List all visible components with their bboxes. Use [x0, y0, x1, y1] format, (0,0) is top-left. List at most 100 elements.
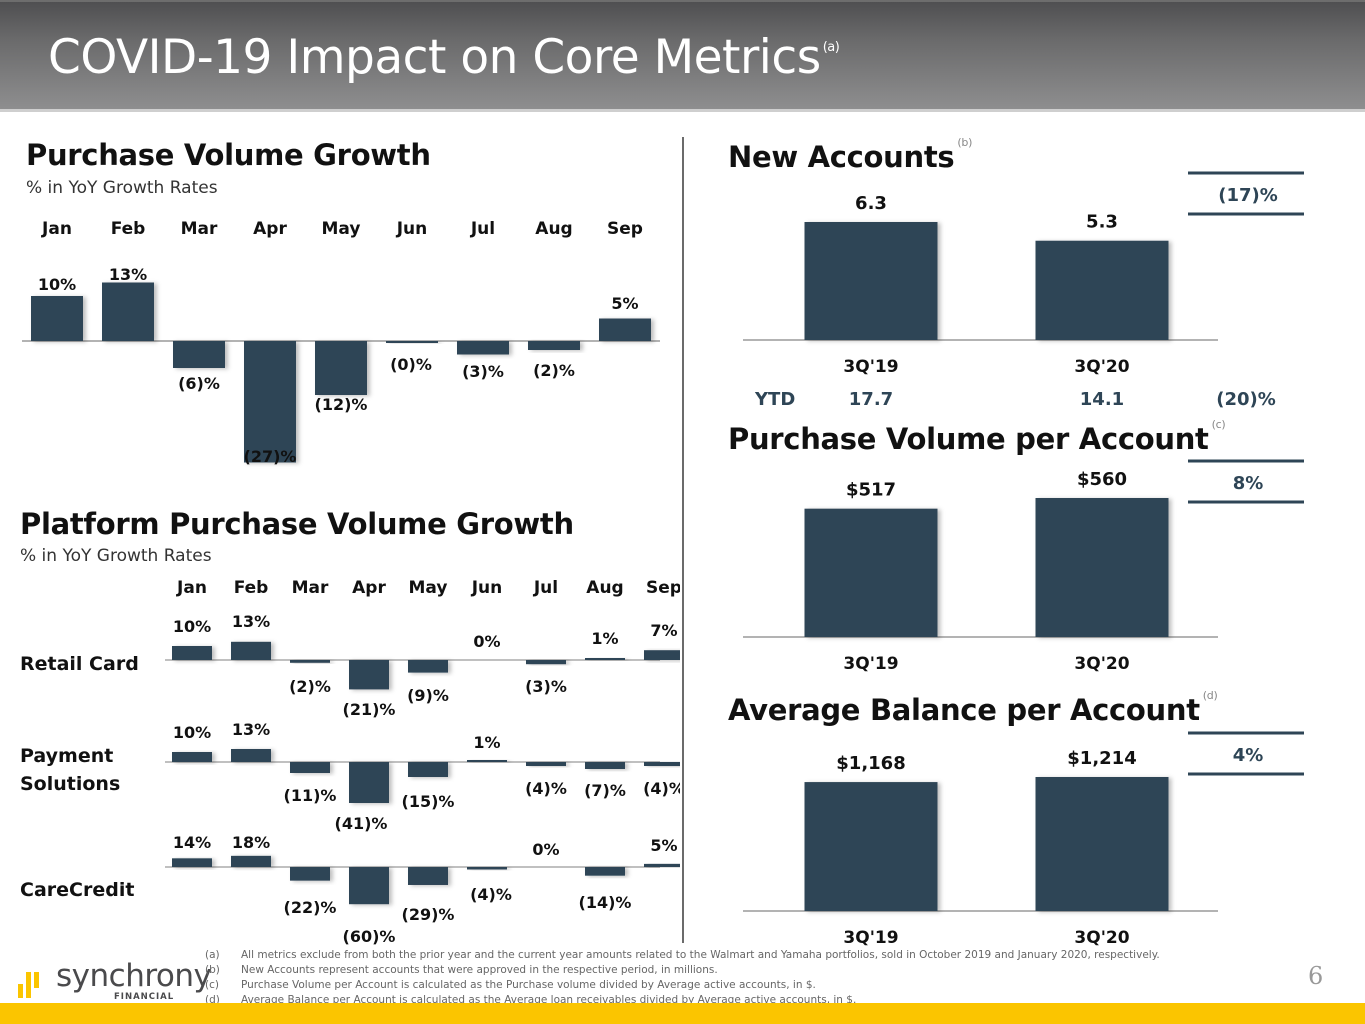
- new-accounts-title: New Accounts (b): [728, 136, 973, 174]
- ytd-change: (20)%: [1216, 389, 1276, 410]
- month-label: Aug: [535, 219, 572, 239]
- slide-header: COVID-19 Impact on Core Metrics (a): [0, 0, 1365, 112]
- month-label: Feb: [111, 219, 146, 239]
- bar-payment-solutions-may: [408, 762, 448, 777]
- month-label: Aug: [586, 578, 623, 598]
- new-accounts-chart: 6.3 3Q'19 5.3 3Q'20 (17)% YTD 17.7 14.1 (20)%: [743, 171, 1304, 410]
- month-label: Mar: [181, 219, 218, 239]
- purchase-volume-growth-title: Purchase Volume Growth: [26, 138, 431, 172]
- row-label-carecredit: CareCredit: [20, 879, 134, 901]
- bar-jan: [31, 296, 83, 341]
- value-label: $517: [846, 480, 896, 501]
- change-label: (17)%: [1218, 185, 1278, 206]
- pv-per-account-title: Purchase Volume per Account (c): [728, 418, 1226, 456]
- value-label: 13%: [232, 720, 270, 739]
- value-label: 18%: [232, 833, 270, 852]
- month-label: Jan: [176, 578, 207, 598]
- bar-payment-solutions-feb: [231, 749, 271, 762]
- month-label: May: [409, 578, 448, 598]
- value-label: (4)%: [643, 779, 680, 798]
- value-label: 14%: [173, 833, 211, 852]
- value-label: 6.3: [855, 193, 887, 214]
- purchase-volume-growth-chart: Jan 10% Feb 13% Mar (6)% Apr (27)% May (12)% Jun (0…: [22, 219, 660, 466]
- value-label: $1,168: [836, 753, 905, 774]
- bar-3q20: [1035, 777, 1169, 911]
- value-label: (3)%: [462, 362, 504, 381]
- bar-mar: [173, 341, 225, 368]
- value-label: (60)%: [343, 927, 396, 946]
- bar-apr: [244, 341, 296, 463]
- bar-payment-solutions-apr: [349, 762, 389, 803]
- value-label: 10%: [38, 275, 76, 294]
- footnote-ref: (a): [822, 40, 840, 55]
- footnote-ref: (c): [1211, 418, 1226, 431]
- value-label: (41)%: [335, 814, 388, 833]
- bar-payment-solutions-mar: [290, 762, 330, 773]
- footnote-ref: (d): [1202, 689, 1218, 702]
- bar-carecredit-apr: [349, 867, 389, 905]
- purchase-volume-per-account-chart: $517 3Q'19 $560 3Q'20 8%: [743, 459, 1304, 674]
- bar-jul: [457, 341, 509, 355]
- value-label: (6)%: [178, 374, 220, 393]
- month-label: Jul: [470, 219, 495, 239]
- bar-payment-solutions-jul: [526, 762, 566, 766]
- footnotes: (a) All metrics exclude from both the pri…: [205, 948, 1160, 1008]
- month-label: Jun: [396, 219, 428, 239]
- bar-3q20: [1035, 498, 1169, 637]
- avg-balance-title: Average Balance per Account (d): [728, 689, 1218, 727]
- category-label: 3Q'19: [843, 654, 898, 674]
- value-label: 1%: [591, 629, 618, 648]
- value-label: (14)%: [579, 893, 632, 912]
- value-label: (21)%: [343, 700, 396, 719]
- month-label: Apr: [253, 219, 287, 239]
- row-label-retail-card: Retail Card: [20, 653, 139, 675]
- column-divider: [682, 137, 684, 943]
- footnote: (c) Purchase Volume per Account is calcul…: [205, 979, 816, 991]
- value-label: (12)%: [315, 395, 368, 414]
- value-label: 5.3: [1086, 212, 1118, 233]
- month-label: Apr: [352, 578, 386, 598]
- month-label: Sep: [607, 219, 643, 239]
- month-label: Jul: [533, 578, 558, 598]
- value-label: 13%: [109, 265, 147, 284]
- value-label: 10%: [173, 723, 211, 742]
- row-label-payment-solutions: Solutions: [20, 773, 120, 795]
- value-label: (3)%: [525, 677, 567, 696]
- purchase-volume-growth-subtitle: % in YoY Growth Rates: [26, 178, 218, 198]
- bar-retail-card-jan: [172, 646, 212, 660]
- bar-carecredit-jan: [172, 858, 212, 867]
- logo-bar-icon: [34, 972, 39, 988]
- platform-growth-subtitle: % in YoY Growth Rates: [20, 546, 212, 566]
- logo-subtitle: FINANCIAL: [114, 992, 175, 1002]
- value-label: 5%: [650, 836, 677, 855]
- month-label: Feb: [234, 578, 269, 598]
- bar-may: [315, 341, 367, 395]
- bar-retail-card-aug: [585, 658, 625, 660]
- value-label: $1,214: [1067, 748, 1136, 769]
- ytd-value: 17.7: [849, 389, 893, 410]
- bar-payment-solutions-sep: [644, 762, 680, 766]
- platform-purchase-volume-chart: Jan Feb Mar Apr May Jun Jul Aug Sep Retail Card 10…: [20, 578, 680, 946]
- category-label: 3Q'20: [1074, 654, 1129, 674]
- row-label-payment-solutions: Payment: [20, 745, 113, 767]
- footnote: (b) New Accounts represent accounts that …: [205, 964, 718, 976]
- value-label: (15)%: [402, 792, 455, 811]
- bar-retail-card-feb: [231, 641, 271, 660]
- footnote: (a) All metrics exclude from both the pri…: [205, 949, 1160, 961]
- bar-retail-card-may: [408, 660, 448, 673]
- value-label: (7)%: [584, 781, 626, 800]
- change-label: 8%: [1233, 473, 1264, 494]
- value-label: (2)%: [289, 677, 331, 696]
- bar-payment-solutions-jun: [467, 760, 507, 762]
- value-label: 10%: [173, 617, 211, 636]
- value-label: 7%: [650, 621, 677, 640]
- value-label: (4)%: [525, 779, 567, 798]
- month-label: May: [322, 219, 361, 239]
- month-label: Jan: [41, 219, 72, 239]
- average-balance-per-account-chart: $1,168 3Q'19 $1,214 3Q'20 4%: [743, 731, 1304, 948]
- month-label: Jun: [471, 578, 503, 598]
- value-label: 5%: [611, 294, 638, 313]
- value-label: 1%: [473, 733, 500, 752]
- value-label: (9)%: [407, 686, 449, 705]
- bar-retail-card-mar: [290, 660, 330, 663]
